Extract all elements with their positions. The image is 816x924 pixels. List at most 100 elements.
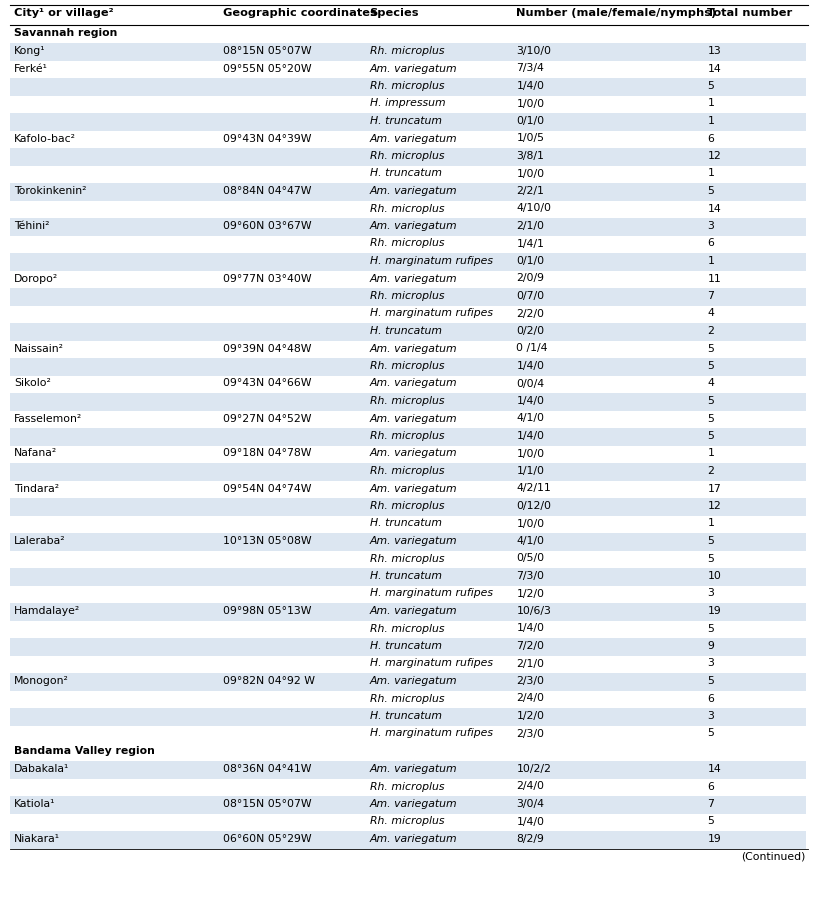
Bar — [10, 323, 806, 341]
Text: (Continued): (Continued) — [742, 852, 806, 861]
Text: 2/4/0: 2/4/0 — [517, 694, 544, 703]
Bar — [10, 148, 806, 165]
Bar — [10, 463, 806, 480]
Text: 1/0/0: 1/0/0 — [517, 518, 544, 529]
Text: 3/0/4: 3/0/4 — [517, 799, 544, 809]
Text: H. impressum: H. impressum — [370, 99, 446, 108]
Text: 1/0/0: 1/0/0 — [517, 168, 544, 178]
Bar — [10, 708, 806, 725]
Bar — [10, 796, 806, 813]
Text: 11: 11 — [707, 274, 721, 284]
Text: 09°18N 04°78W: 09°18N 04°78W — [223, 448, 311, 458]
Bar — [10, 218, 806, 236]
Text: 7: 7 — [707, 799, 714, 809]
Text: 0/12/0: 0/12/0 — [517, 501, 552, 511]
Text: Rh. microplus: Rh. microplus — [370, 553, 444, 564]
Text: Rh. microplus: Rh. microplus — [370, 694, 444, 703]
Bar — [10, 638, 806, 655]
Text: 09°60N 03°67W: 09°60N 03°67W — [223, 221, 312, 231]
Text: 09°55N 05°20W: 09°55N 05°20W — [223, 64, 312, 74]
Text: 12: 12 — [707, 501, 721, 511]
Text: Ferké¹: Ferké¹ — [14, 64, 47, 74]
Text: 12: 12 — [707, 151, 721, 161]
Text: Monogon²: Monogon² — [14, 676, 69, 686]
Text: Kafolo-bac²: Kafolo-bac² — [14, 133, 76, 143]
Text: 0/1/0: 0/1/0 — [517, 116, 544, 126]
Text: 1/4/0: 1/4/0 — [517, 817, 544, 826]
Text: 5: 5 — [707, 676, 714, 686]
Text: Rh. microplus: Rh. microplus — [370, 817, 444, 826]
Text: Am. variegatum: Am. variegatum — [370, 834, 457, 844]
Text: 5: 5 — [707, 624, 714, 634]
Text: Geographic coordinates: Geographic coordinates — [223, 8, 376, 18]
Text: 6: 6 — [707, 782, 714, 792]
Text: Am. variegatum: Am. variegatum — [370, 274, 457, 284]
Text: 0/2/0: 0/2/0 — [517, 326, 544, 336]
Text: 1/4/0: 1/4/0 — [517, 81, 544, 91]
Text: 2: 2 — [707, 466, 714, 476]
Text: 1/4/0: 1/4/0 — [517, 624, 544, 634]
Text: 08°15N 05°07W: 08°15N 05°07W — [223, 799, 312, 809]
Text: 19: 19 — [707, 606, 721, 616]
Text: 5: 5 — [707, 553, 714, 564]
Text: Savannah region: Savannah region — [14, 28, 118, 38]
Text: 1: 1 — [707, 518, 714, 529]
Bar — [10, 113, 806, 130]
Text: 6: 6 — [707, 238, 714, 249]
Text: Katiola¹: Katiola¹ — [14, 799, 55, 809]
Text: Naissain²: Naissain² — [14, 344, 64, 354]
Text: 10/2/2: 10/2/2 — [517, 764, 552, 774]
Bar — [10, 288, 806, 306]
Text: 08°84N 04°47W: 08°84N 04°47W — [223, 186, 311, 196]
Text: 7/2/0: 7/2/0 — [517, 641, 544, 651]
Text: Am. variegatum: Am. variegatum — [370, 536, 457, 546]
Text: 1: 1 — [707, 116, 714, 126]
Text: 7/3/4: 7/3/4 — [517, 64, 544, 74]
Text: Am. variegatum: Am. variegatum — [370, 799, 457, 809]
Text: 17: 17 — [707, 483, 721, 493]
Text: H. truncatum: H. truncatum — [370, 571, 441, 581]
Text: 0 /1/4: 0 /1/4 — [517, 344, 548, 354]
Text: 5: 5 — [707, 536, 714, 546]
Text: 19: 19 — [707, 834, 721, 844]
Text: 4/2/11: 4/2/11 — [517, 483, 551, 493]
Bar — [10, 498, 806, 516]
Text: Torokinkenin²: Torokinkenin² — [14, 186, 86, 196]
Text: 1: 1 — [707, 256, 714, 266]
Text: City¹ or village²: City¹ or village² — [14, 8, 113, 18]
Text: 14: 14 — [707, 203, 721, 213]
Bar — [10, 603, 806, 621]
Text: Rh. microplus: Rh. microplus — [370, 361, 444, 371]
Text: Am. variegatum: Am. variegatum — [370, 344, 457, 354]
Text: H. marginatum rufipes: H. marginatum rufipes — [370, 256, 493, 266]
Text: 0/0/4: 0/0/4 — [517, 379, 544, 388]
Text: 09°43N 04°66W: 09°43N 04°66W — [223, 379, 311, 388]
Bar — [10, 78, 806, 95]
Text: 10/6/3: 10/6/3 — [517, 606, 552, 616]
Text: 5: 5 — [707, 414, 714, 423]
Text: 6: 6 — [707, 133, 714, 143]
Text: H. marginatum rufipes: H. marginatum rufipes — [370, 659, 493, 668]
Text: Laleraba²: Laleraba² — [14, 536, 65, 546]
Text: 09°43N 04°39W: 09°43N 04°39W — [223, 133, 311, 143]
Text: Rh. microplus: Rh. microplus — [370, 782, 444, 792]
Text: 13: 13 — [707, 46, 721, 56]
Text: H. truncatum: H. truncatum — [370, 711, 441, 721]
Text: 2/3/0: 2/3/0 — [517, 676, 544, 686]
Text: 09°77N 03°40W: 09°77N 03°40W — [223, 274, 312, 284]
Text: H. marginatum rufipes: H. marginatum rufipes — [370, 728, 493, 738]
Text: 7/3/0: 7/3/0 — [517, 571, 544, 581]
Text: Species: Species — [370, 8, 419, 18]
Text: 0/1/0: 0/1/0 — [517, 256, 544, 266]
Text: H. marginatum rufipes: H. marginatum rufipes — [370, 589, 493, 599]
Text: Am. variegatum: Am. variegatum — [370, 186, 457, 196]
Text: H. truncatum: H. truncatum — [370, 116, 441, 126]
Text: Am. variegatum: Am. variegatum — [370, 606, 457, 616]
Text: 2/4/0: 2/4/0 — [517, 782, 544, 792]
Bar — [10, 43, 806, 60]
Text: Rh. microplus: Rh. microplus — [370, 46, 444, 56]
Text: 1/0/0: 1/0/0 — [517, 99, 544, 108]
Text: 09°39N 04°48W: 09°39N 04°48W — [223, 344, 311, 354]
Text: 10°13N 05°08W: 10°13N 05°08W — [223, 536, 312, 546]
Text: 2/1/0: 2/1/0 — [517, 221, 544, 231]
